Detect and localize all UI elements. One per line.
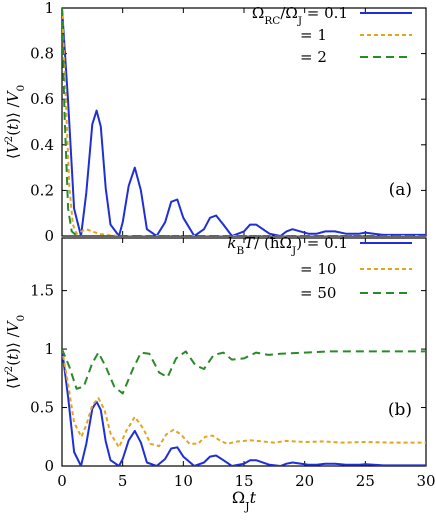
y-tick-label: 1 <box>44 340 54 358</box>
series-line-2 <box>62 8 426 236</box>
legend-label: kBT/ (ħΩJ) = 0.1 <box>227 234 348 257</box>
y-tick-label: 0 <box>44 457 54 475</box>
panel-label: (a) <box>389 180 412 200</box>
panel-label: (b) <box>388 400 412 420</box>
y-tick-label: 1.5 <box>30 282 54 300</box>
y-tick-label: 0.2 <box>30 181 54 199</box>
legend-label: = 1 <box>300 26 327 44</box>
legend-label: ΩRC/ΩJ = 0.1 <box>252 4 348 27</box>
x-tick-label: 0 <box>57 472 67 490</box>
x-tick-label: 20 <box>295 472 314 490</box>
series-line-3 <box>62 348 426 395</box>
legend-label: = 50 <box>300 284 336 302</box>
plot-frame-1 <box>61 7 427 237</box>
y-tick-label: 0.8 <box>30 45 54 63</box>
y-tick-label: 0 <box>44 227 54 245</box>
legend-label: = 2 <box>300 48 327 66</box>
series-line-2 <box>62 348 426 449</box>
y-tick-label: 1 <box>44 0 54 17</box>
x-tick-label: 10 <box>174 472 193 490</box>
x-tick-label: 25 <box>356 472 375 490</box>
x-axis-label: ΩJt <box>232 488 257 513</box>
y-tick-label: 0.6 <box>30 90 54 108</box>
legend-label: = 10 <box>300 260 336 278</box>
x-tick-label: 15 <box>234 472 253 490</box>
series-line-1 <box>62 8 426 236</box>
y-axis-label: ⟨V2(t)⟩ /V0 <box>3 315 27 389</box>
y-axis-label: ⟨V2(t)⟩ /V0 <box>3 85 27 159</box>
series-line-1 <box>62 348 426 466</box>
x-tick-label: 5 <box>118 472 128 490</box>
y-tick-label: 0.4 <box>30 136 54 154</box>
x-tick-label: 30 <box>416 472 435 490</box>
series-line-3 <box>62 8 426 236</box>
y-tick-label: 0.5 <box>30 399 54 417</box>
